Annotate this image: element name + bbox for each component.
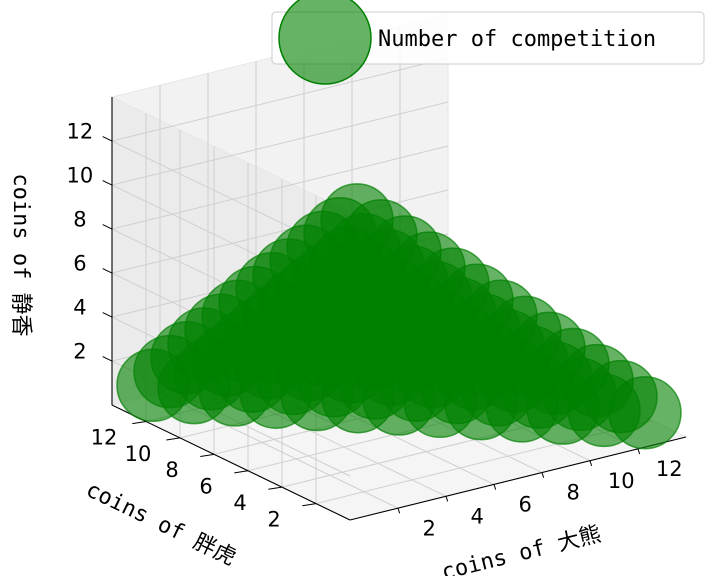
z-tick-mark: [102, 268, 113, 274]
z-tick-label: 4: [73, 295, 86, 319]
y-tick-label: 12: [91, 425, 118, 449]
y-tick-mark: [302, 503, 317, 507]
x-tick-mark: [637, 448, 641, 455]
x-axis-label: coins of 大熊: [439, 522, 603, 576]
z-tick-label: 10: [67, 163, 94, 187]
y-tick-mark: [132, 420, 147, 425]
y-tick-mark: [200, 453, 215, 457]
grid-line-z-back: [111, 145, 449, 230]
legend-box: [271, 11, 705, 65]
y-tick-label: 4: [233, 491, 246, 515]
x-tick-label: 12: [656, 457, 683, 481]
x-tick-mark: [445, 496, 449, 502]
y-axis-label: coins of 胖虎: [82, 477, 240, 571]
y-tick-label: 8: [165, 458, 178, 482]
z-tick-mark: [102, 356, 113, 362]
z-tick-mark: [102, 180, 113, 186]
y-tick-label: 6: [199, 475, 212, 499]
y-tick-mark: [166, 437, 181, 441]
y-tick-mark: [234, 470, 249, 474]
z-tick-label: 8: [73, 207, 86, 231]
x-tick-label: 2: [423, 516, 436, 540]
y-tick-label: 2: [267, 507, 280, 531]
z-tick-mark: [102, 312, 113, 318]
x-tick-mark: [397, 507, 401, 514]
x-axis-line: [349, 436, 687, 521]
z-tick-label: 12: [67, 119, 94, 143]
legend: Number of competition: [271, 0, 705, 85]
grid-line-z-back: [111, 101, 449, 186]
legend-entry-label: Number of competition: [378, 27, 656, 52]
grid-line-z-back: [111, 57, 449, 142]
z-tick-label: 2: [73, 339, 86, 363]
x-tick-mark: [493, 484, 497, 490]
legend-marker: [278, 0, 372, 85]
x-tick-label: 8: [567, 481, 580, 505]
data-point: [320, 183, 394, 257]
x-tick-mark: [589, 460, 593, 467]
axis-lines: [111, 97, 687, 521]
z-axis-label: coins of 静香: [8, 173, 33, 336]
z-tick-label: 6: [73, 251, 86, 275]
y-axis-line: [111, 404, 351, 521]
x-tick-label: 4: [471, 504, 484, 528]
x-tick-mark: [541, 472, 545, 478]
y-tick-label: 10: [125, 442, 152, 466]
z-tick-mark: [102, 136, 113, 142]
x-tick-label: 10: [608, 469, 635, 493]
y-tick-mark: [268, 486, 283, 490]
z-tick-mark: [102, 224, 113, 230]
scatter-points: [116, 183, 682, 450]
x-tick-label: 6: [519, 493, 532, 517]
